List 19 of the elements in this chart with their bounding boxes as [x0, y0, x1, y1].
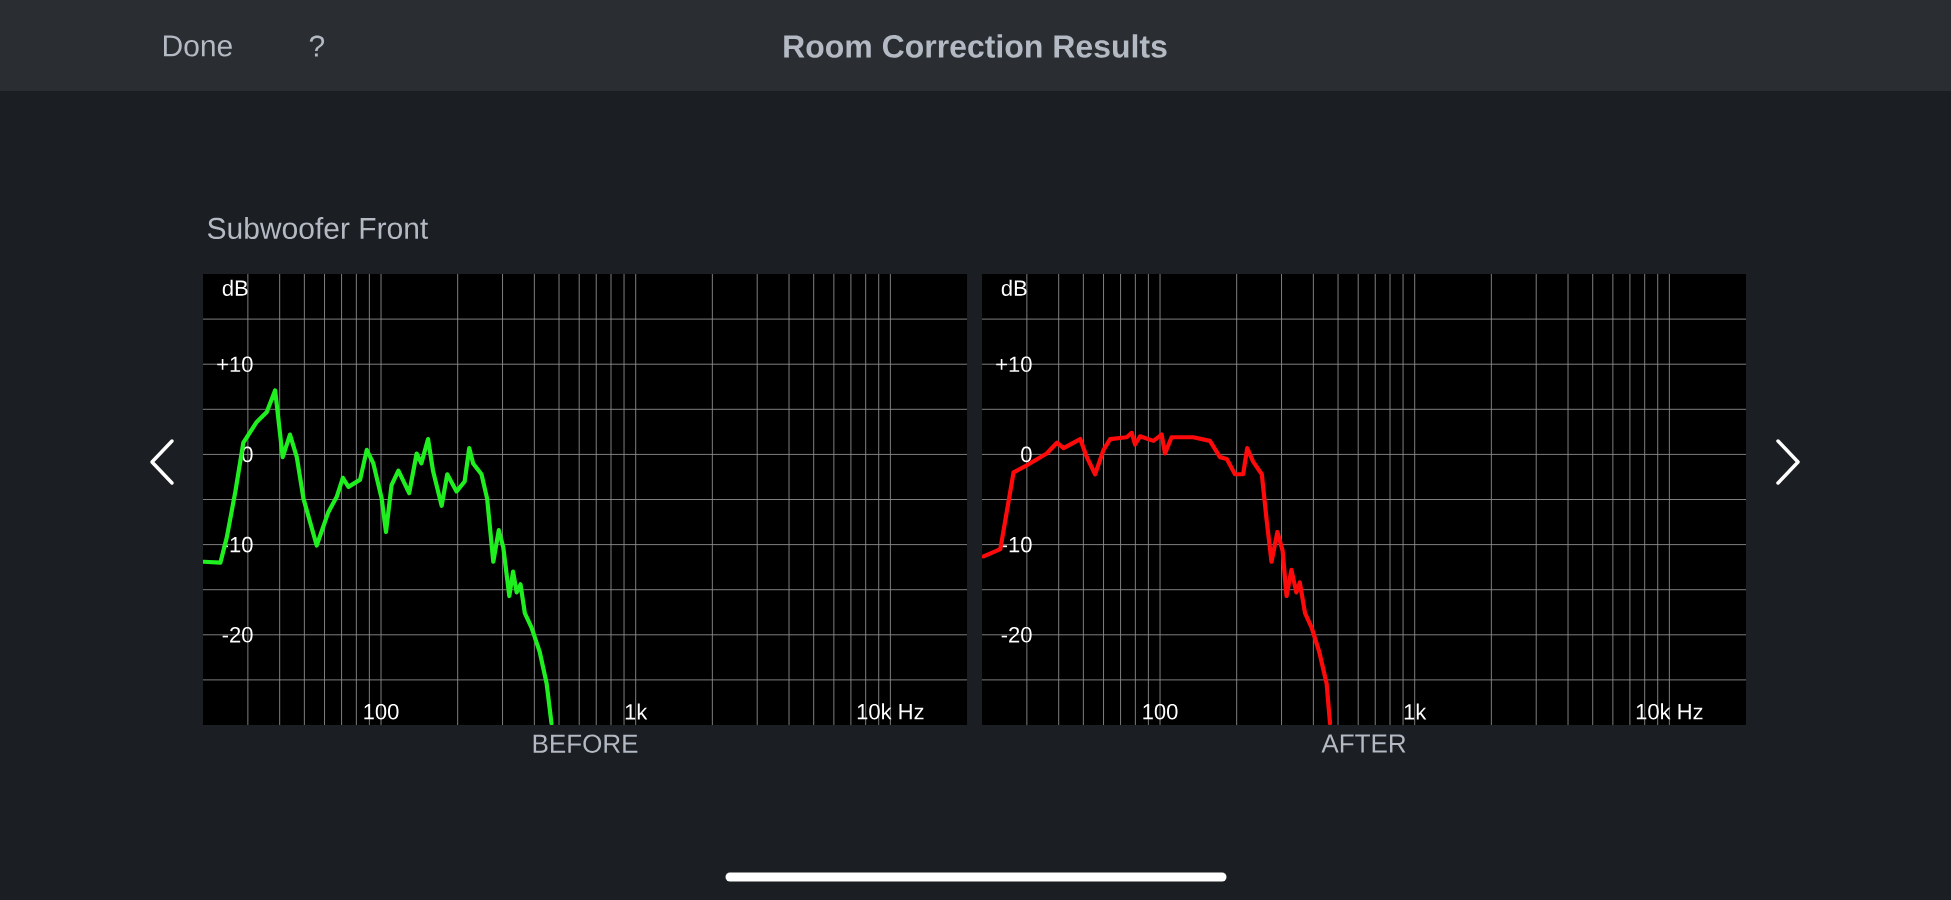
text: Done [164, 35, 232, 57]
x-tick-label: 1k [625, 703, 648, 720]
x-tick-label: 100 [364, 703, 399, 720]
x-axis-title: BEFORE [533, 734, 638, 753]
y-tick-label: +10 [996, 356, 1032, 372]
y-axis-title: dB [222, 279, 248, 296]
y-tick-label: -20 [1001, 627, 1032, 643]
x-tick-label: 10k Hz [857, 703, 924, 720]
x-tick-label: 10k Hz [1636, 703, 1703, 720]
text: ? [309, 35, 325, 57]
y-tick-label: 0 [1021, 446, 1032, 463]
x-axis-title: AFTER [1321, 734, 1406, 753]
y-tick-label: -20 [222, 627, 253, 643]
y-axis-title: dB [1001, 279, 1027, 296]
x-tick-label: 100 [1143, 703, 1178, 720]
chart-subtitle: Subwoofer Front [207, 216, 429, 240]
x-tick-label: 1k [1404, 703, 1427, 720]
chart-title: Room Correction Results [784, 34, 1167, 58]
y-tick-label: +10 [217, 356, 253, 372]
